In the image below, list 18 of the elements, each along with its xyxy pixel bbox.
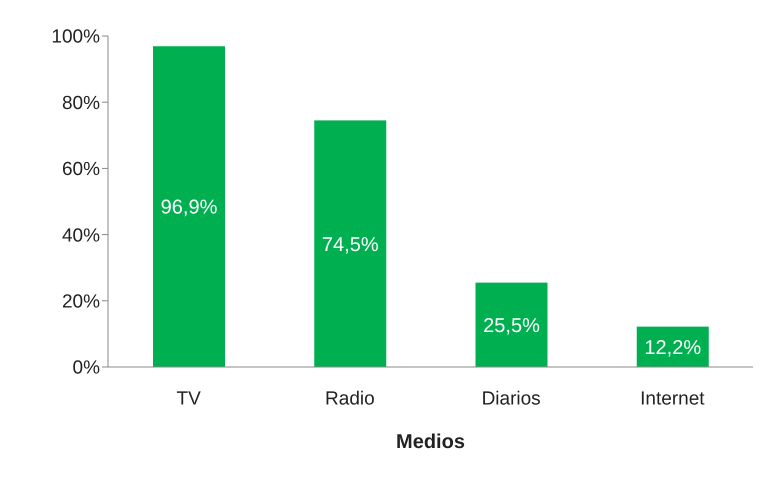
bar — [153, 46, 225, 367]
x-tick-label: Internet — [640, 388, 706, 410]
y-tick-label: 20% — [62, 292, 100, 313]
data-label: 96,9% — [160, 196, 218, 219]
y-tick-label: 100% — [51, 26, 100, 48]
y-tick-label: 60% — [62, 159, 100, 180]
bar — [314, 120, 386, 367]
y-tick-label: 40% — [62, 225, 100, 246]
data-label: 25,5% — [483, 314, 540, 337]
x-tick-label: Diarios — [482, 388, 541, 410]
y-tick-label: 80% — [62, 92, 100, 114]
x-tick-label: Radio — [325, 388, 375, 410]
data-label: 74,5% — [322, 234, 379, 256]
x-axis-title: Medios — [396, 431, 465, 453]
y-tick-label: 0% — [72, 358, 100, 379]
bar — [476, 282, 548, 367]
data-label: 12,2% — [644, 336, 702, 359]
x-tick-label: TV — [176, 388, 202, 410]
